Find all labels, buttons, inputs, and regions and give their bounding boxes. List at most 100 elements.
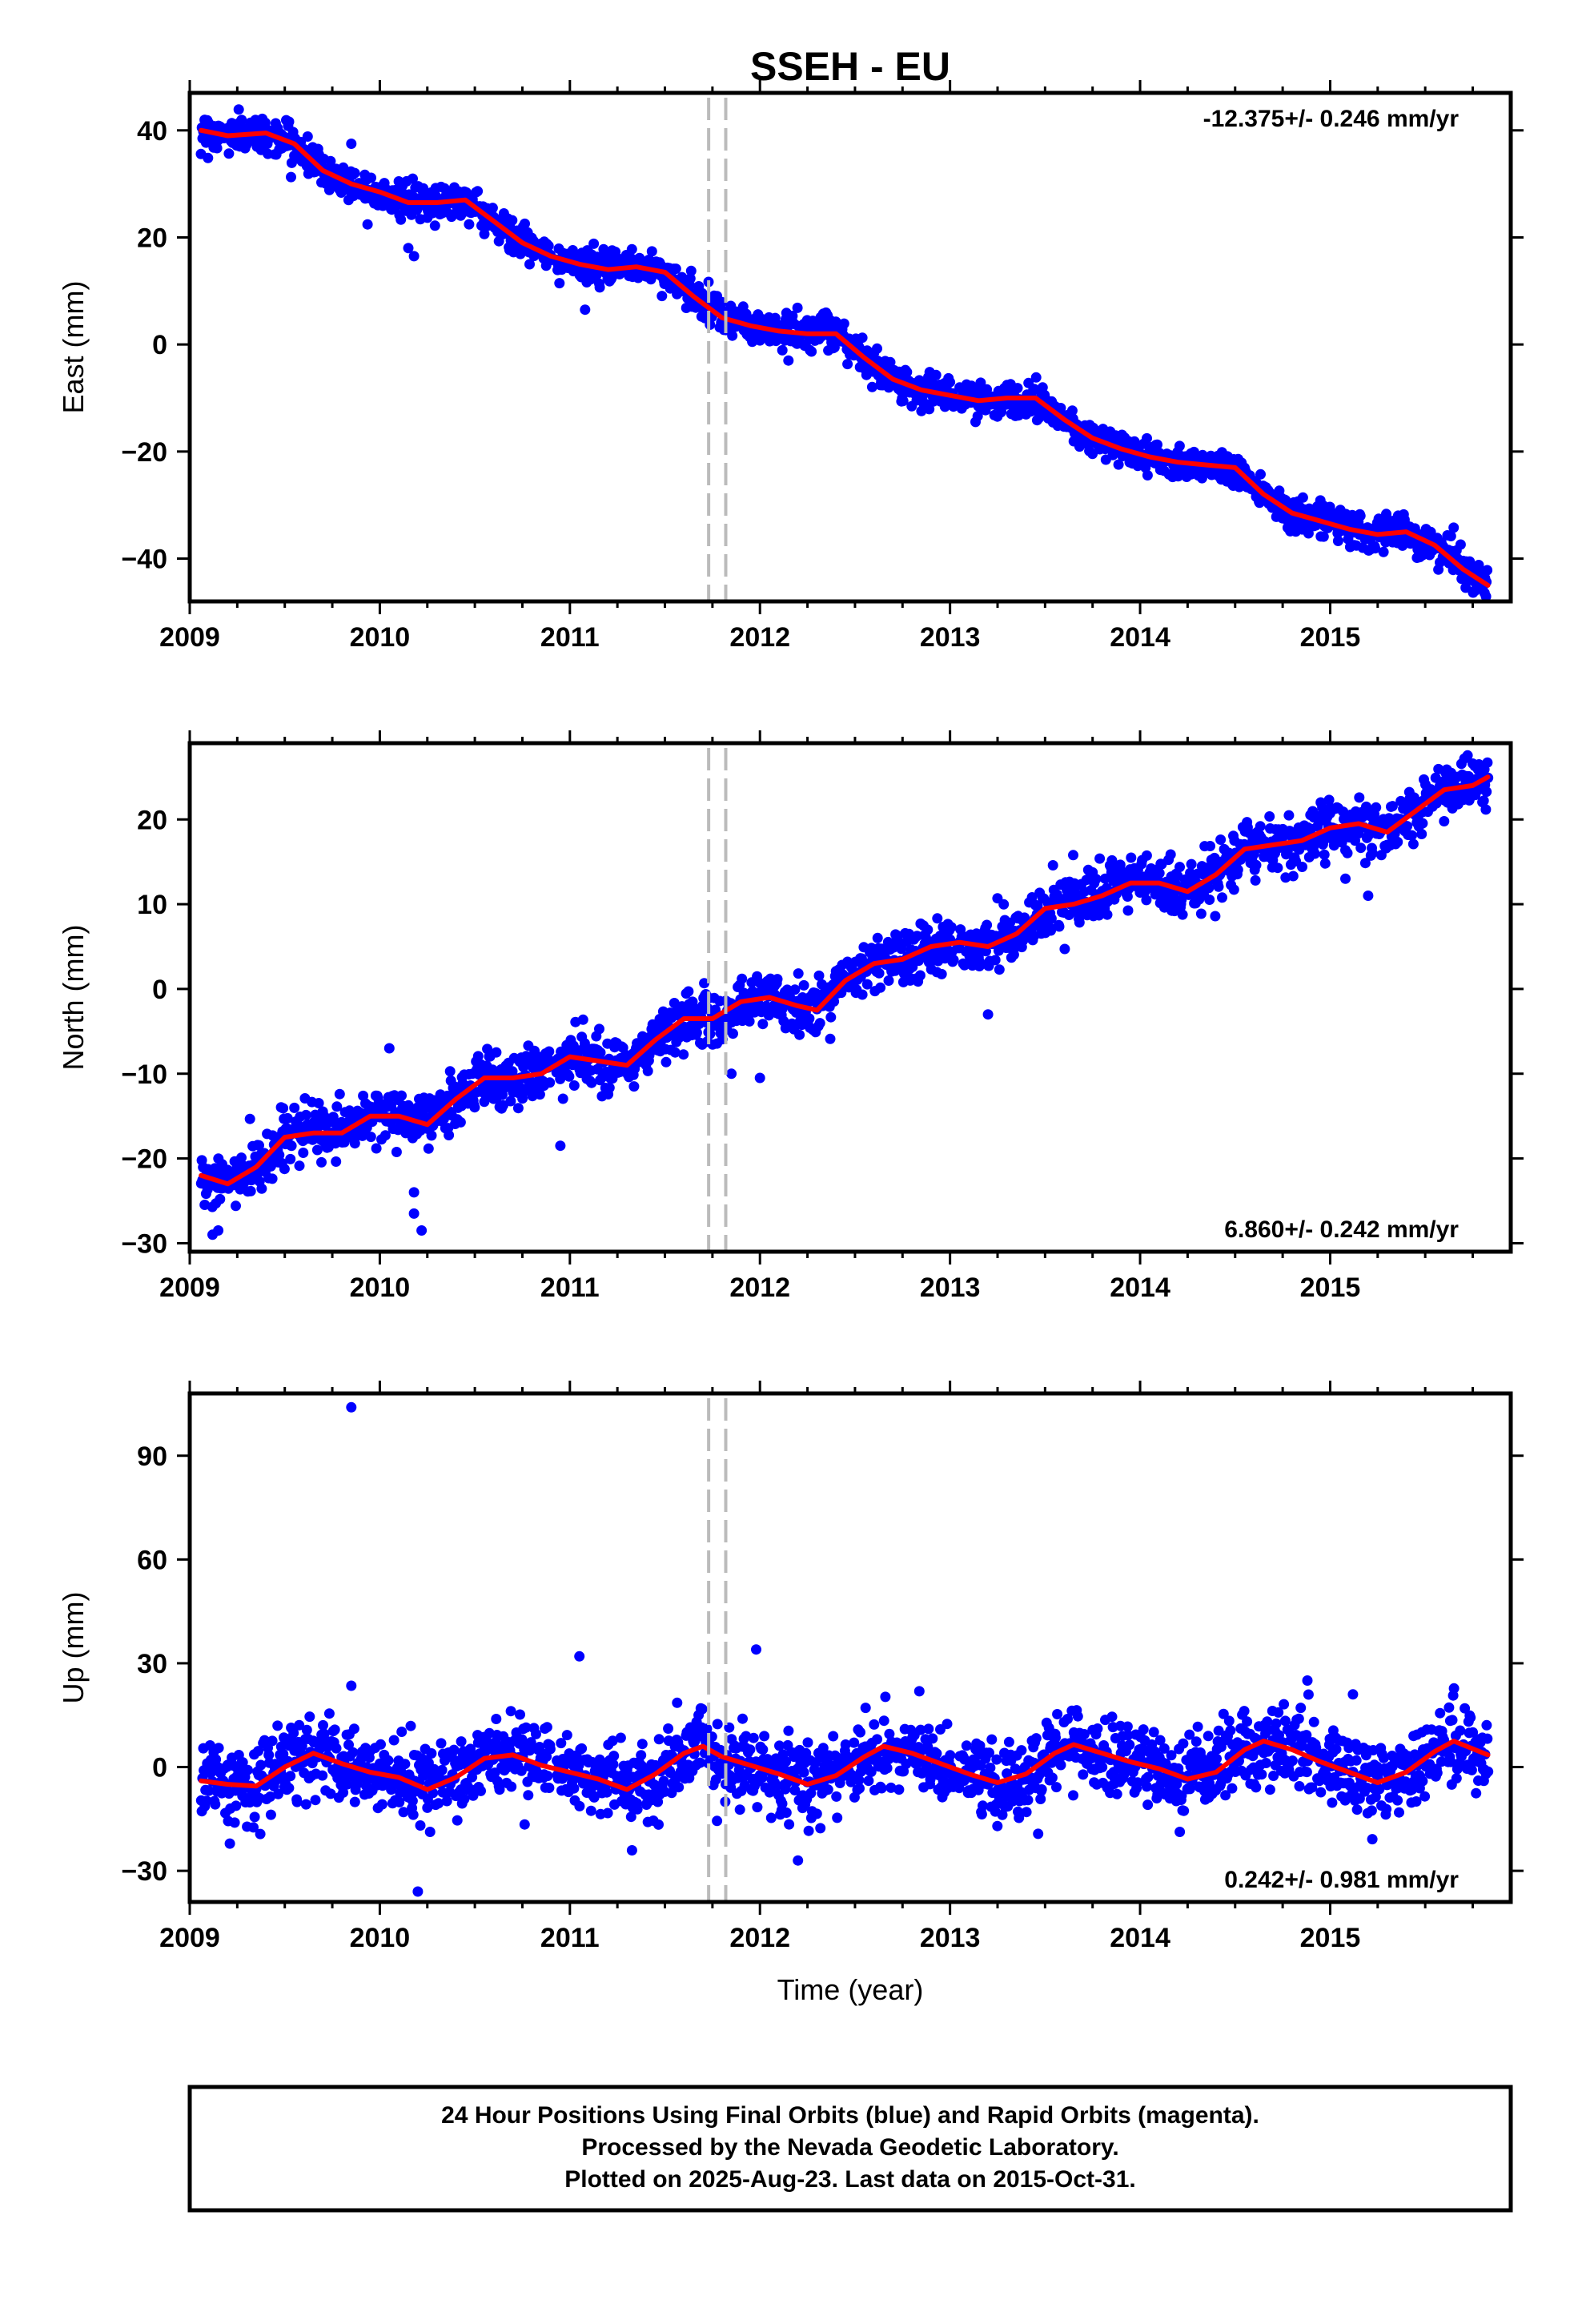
up-data-point	[961, 1740, 972, 1751]
up-data-point	[405, 1720, 416, 1731]
north-data-point	[244, 1113, 255, 1124]
up-data-point	[601, 1787, 612, 1798]
up-data-point	[828, 1731, 839, 1742]
up-data-point	[448, 1744, 460, 1755]
up-data-point	[556, 1738, 567, 1749]
east-data-point	[685, 265, 697, 276]
up-data-point	[288, 1727, 299, 1739]
up-data-point	[849, 1737, 860, 1748]
up-data-point	[568, 1783, 580, 1794]
north-data-point	[544, 1077, 556, 1088]
up-data-point	[229, 1817, 240, 1828]
up-data-point	[607, 1735, 618, 1747]
north-data-point	[1122, 891, 1133, 902]
up-data-point	[658, 1775, 669, 1787]
east-data-point	[520, 218, 530, 229]
up-data-point	[201, 1795, 212, 1807]
north-data-point	[215, 1193, 226, 1204]
north-data-point	[311, 1144, 323, 1156]
north-x-tick-label: 2014	[1110, 1273, 1170, 1303]
up-data-point	[784, 1819, 795, 1830]
north-data-point	[1026, 892, 1038, 903]
up-data-point	[734, 1804, 745, 1815]
north-outlier-point	[555, 1140, 566, 1152]
north-data-point	[813, 970, 825, 981]
north-data-point	[1213, 881, 1224, 892]
up-data-point	[608, 1759, 619, 1770]
up-data-point	[408, 1809, 419, 1820]
up-data-point	[745, 1744, 756, 1755]
east-data-point	[396, 214, 407, 225]
up-data-point	[523, 1790, 534, 1801]
north-data-point	[1387, 801, 1398, 812]
up-data-point	[544, 1743, 556, 1755]
up-data-point	[803, 1825, 814, 1836]
north-data-point	[1272, 862, 1283, 874]
north-data-point	[1074, 917, 1085, 928]
up-data-point	[869, 1719, 880, 1730]
up-data-point	[781, 1807, 792, 1818]
up-data-point	[319, 1728, 330, 1739]
up-data-point	[323, 1708, 335, 1719]
north-data-point	[444, 1066, 456, 1077]
up-data-point	[310, 1795, 321, 1806]
north-data-point	[798, 979, 809, 991]
up-data-point	[317, 1770, 328, 1781]
east-data-point	[626, 243, 637, 255]
up-data-point	[467, 1771, 478, 1783]
east-data-point	[283, 116, 295, 127]
east-data-point	[487, 203, 498, 214]
north-data-point	[1094, 853, 1106, 864]
north-data-point	[1203, 883, 1215, 894]
north-data-point	[1217, 892, 1227, 903]
panel-up: 2009 2010 2011 2012 2013 2014 2015−300306090Up…	[57, 1381, 1524, 2006]
east-data-point	[792, 302, 803, 313]
up-data-point	[436, 1764, 448, 1775]
north-data-point	[557, 1093, 568, 1104]
east-data-point	[302, 131, 313, 142]
north-data-point	[365, 1132, 376, 1143]
east-data-point	[1113, 459, 1124, 470]
east-data-point	[685, 273, 696, 284]
north-data-point	[728, 1028, 738, 1039]
east-data-point	[1142, 470, 1153, 480]
up-data-point	[519, 1819, 530, 1830]
north-data-point	[1371, 802, 1382, 813]
east-data-point	[507, 215, 518, 226]
up-data-point	[832, 1812, 843, 1823]
north-data-point	[279, 1164, 290, 1175]
up-data-point	[923, 1723, 934, 1735]
east-data-layer	[195, 104, 1493, 601]
up-data-point	[396, 1727, 408, 1737]
up-data-point	[301, 1724, 312, 1735]
up-data-point	[248, 1822, 259, 1833]
north-data-point	[678, 1049, 689, 1060]
north-data-point	[974, 956, 986, 967]
north-data-point	[1328, 840, 1339, 851]
up-data-point	[265, 1791, 275, 1802]
north-outlier-point	[408, 1208, 420, 1219]
up-data-point	[666, 1787, 677, 1799]
up-data-point	[394, 1796, 405, 1807]
north-data-point	[604, 1082, 615, 1093]
east-data-point	[1332, 536, 1343, 546]
north-fit-line	[199, 774, 1491, 1187]
up-data-point	[765, 1812, 777, 1823]
east-data-point	[1448, 522, 1460, 533]
north-x-tick-label: 2011	[540, 1273, 600, 1303]
north-data-point	[982, 919, 993, 931]
north-data-point	[1019, 912, 1030, 923]
up-data-point	[237, 1757, 248, 1768]
east-data-point	[588, 238, 600, 249]
east-data-point	[1445, 531, 1456, 541]
north-data-point	[331, 1156, 342, 1167]
north-data-point	[267, 1173, 278, 1184]
east-data-point	[464, 219, 475, 230]
north-data-point	[505, 1096, 516, 1107]
up-data-point	[945, 1750, 956, 1761]
up-data-point	[831, 1791, 842, 1802]
north-data-point	[628, 1081, 640, 1092]
up-data-point	[494, 1784, 505, 1795]
up-data-point	[913, 1686, 925, 1697]
up-data-point	[695, 1757, 705, 1768]
